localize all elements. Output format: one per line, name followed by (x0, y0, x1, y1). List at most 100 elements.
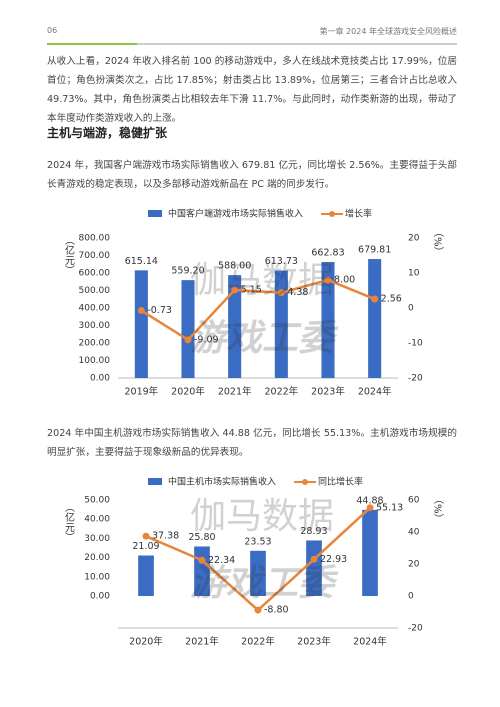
bar (368, 259, 382, 378)
line-point (254, 606, 262, 614)
line-point (310, 555, 318, 563)
bar (181, 280, 195, 378)
y-tick-label: 40.00 (84, 515, 110, 525)
legend-label: 中国主机市场实际销售收入 (168, 476, 276, 488)
line-value-label: -9.09 (194, 334, 219, 345)
paragraph: 2024 年，我国客户端游戏市场实际销售收入 679.81 亿元，同比增长 2.… (47, 160, 457, 190)
header-rule (47, 43, 457, 45)
x-tick-label: 2021年 (218, 386, 252, 398)
y2-tick-label: 20 (408, 560, 420, 570)
y2-tick-label: 10 (408, 269, 420, 279)
bar-value-label: 615.14 (125, 256, 158, 267)
x-tick-label: 2024年 (353, 636, 387, 648)
x-tick-label: 2020年 (171, 386, 205, 398)
bar (250, 550, 266, 596)
y-tick-label: 0.00 (90, 592, 110, 602)
line-value-label: 2.56 (381, 294, 402, 305)
bar-value-label: 28.93 (300, 526, 327, 537)
y2-tick-label: 0 (408, 592, 414, 602)
watermark: 游戏工委 (190, 563, 339, 604)
y-tick-label: 30.00 (84, 534, 110, 544)
y2-tick-label: -20 (408, 624, 423, 634)
line-value-label: -0.73 (147, 305, 172, 316)
line-value-label: 37.38 (152, 531, 179, 542)
bar (274, 270, 288, 378)
legend-swatch (148, 478, 162, 485)
legend-swatch (329, 211, 336, 217)
y-axis-title: （亿元） (63, 502, 75, 542)
line-value-label: 4.38 (287, 287, 308, 298)
legend-label: 中国客户端游戏市场实际销售收入 (168, 208, 303, 220)
y-tick-label: 100.00 (79, 356, 111, 366)
x-tick-label: 2023年 (297, 636, 331, 648)
page-number: 06 (47, 26, 58, 35)
x-tick-label: 2022年 (241, 636, 275, 648)
bar-value-label: 23.53 (244, 536, 271, 547)
section-heading: 主机与端游，稳健扩张 (47, 126, 168, 140)
line-point (324, 276, 332, 284)
paragraph: 2024 年中国主机游戏市场实际销售收入 44.88 亿元，同比增长 55.13… (47, 428, 457, 458)
line-point (184, 336, 192, 344)
line-point (277, 289, 285, 297)
line-value-label: 22.34 (208, 555, 235, 566)
y-tick-label: 300.00 (79, 321, 111, 331)
y-tick-label: 10.00 (84, 572, 110, 582)
line-value-label: 8.00 (334, 275, 355, 286)
y-tick-label: 0.00 (90, 374, 110, 384)
line-value-label: 55.13 (376, 502, 403, 513)
watermark: 游戏工委 (190, 318, 339, 359)
line (140, 278, 376, 342)
y-tick-label: 200.00 (79, 339, 111, 349)
line-value-label: -8.80 (264, 605, 289, 616)
x-tick-label: 2019年 (124, 386, 158, 398)
y2-tick-label: -10 (408, 339, 423, 349)
x-tick-label: 2022年 (264, 386, 298, 398)
bar-value-label: 662.83 (311, 248, 344, 259)
legend-swatch (148, 210, 162, 217)
line-point (231, 286, 239, 294)
y-tick-label: 800.00 (79, 234, 111, 244)
line-point (198, 556, 206, 564)
y2-tick-label: 0 (408, 304, 414, 314)
x-tick-label: 2023年 (311, 386, 345, 398)
bar-value-label: 21.09 (132, 541, 159, 552)
y-axis-title: （亿元） (63, 235, 75, 275)
y2-tick-label: -20 (408, 374, 423, 384)
bar-value-label: 613.73 (265, 256, 298, 267)
bar (138, 555, 154, 596)
bar-value-label: 559.20 (171, 266, 204, 277)
y-tick-label: 400.00 (79, 304, 111, 314)
y-tick-label: 500.00 (79, 286, 111, 296)
line-point (142, 532, 150, 540)
bar-value-label: 44.88 (356, 495, 383, 506)
bar-value-label: 588.00 (218, 261, 251, 272)
x-tick-label: 2024年 (358, 386, 392, 398)
y-tick-label: 20.00 (84, 553, 110, 563)
y-tick-label: 700.00 (79, 251, 111, 261)
line-point (371, 295, 379, 303)
y-tick-label: 600.00 (79, 269, 111, 279)
line-value-label: 22.93 (320, 554, 347, 565)
bar-value-label: 679.81 (358, 245, 391, 256)
line-value-label: 5.15 (241, 284, 262, 295)
line-point (137, 307, 145, 315)
watermarks: 伽马数据 游戏工委 伽马数据 游戏工委 (190, 260, 339, 604)
y2-tick-label: 60 (408, 496, 420, 506)
bar (228, 275, 242, 378)
y2-tick-label: 20 (408, 234, 420, 244)
bar-value-label: 25.80 (188, 532, 215, 543)
y2-axis-title: （%） (432, 227, 444, 257)
x-tick-label: 2020年 (129, 636, 163, 648)
y-tick-label: 50.00 (84, 496, 110, 506)
bar (134, 270, 148, 378)
header-title: 第一章 2024 年全球游戏安全风险概述 (319, 27, 457, 36)
x-tick-label: 2021年 (185, 636, 219, 648)
watermark: 伽马数据 (190, 260, 334, 301)
bar (321, 262, 335, 378)
y2-tick-label: 40 (408, 528, 420, 538)
bar (362, 509, 378, 596)
watermark: 伽马数据 (190, 496, 334, 537)
paragraph: 从收入上看，2024 年收入排名前 100 的移动游戏中，多人在线战术竞技类占比… (47, 56, 457, 124)
